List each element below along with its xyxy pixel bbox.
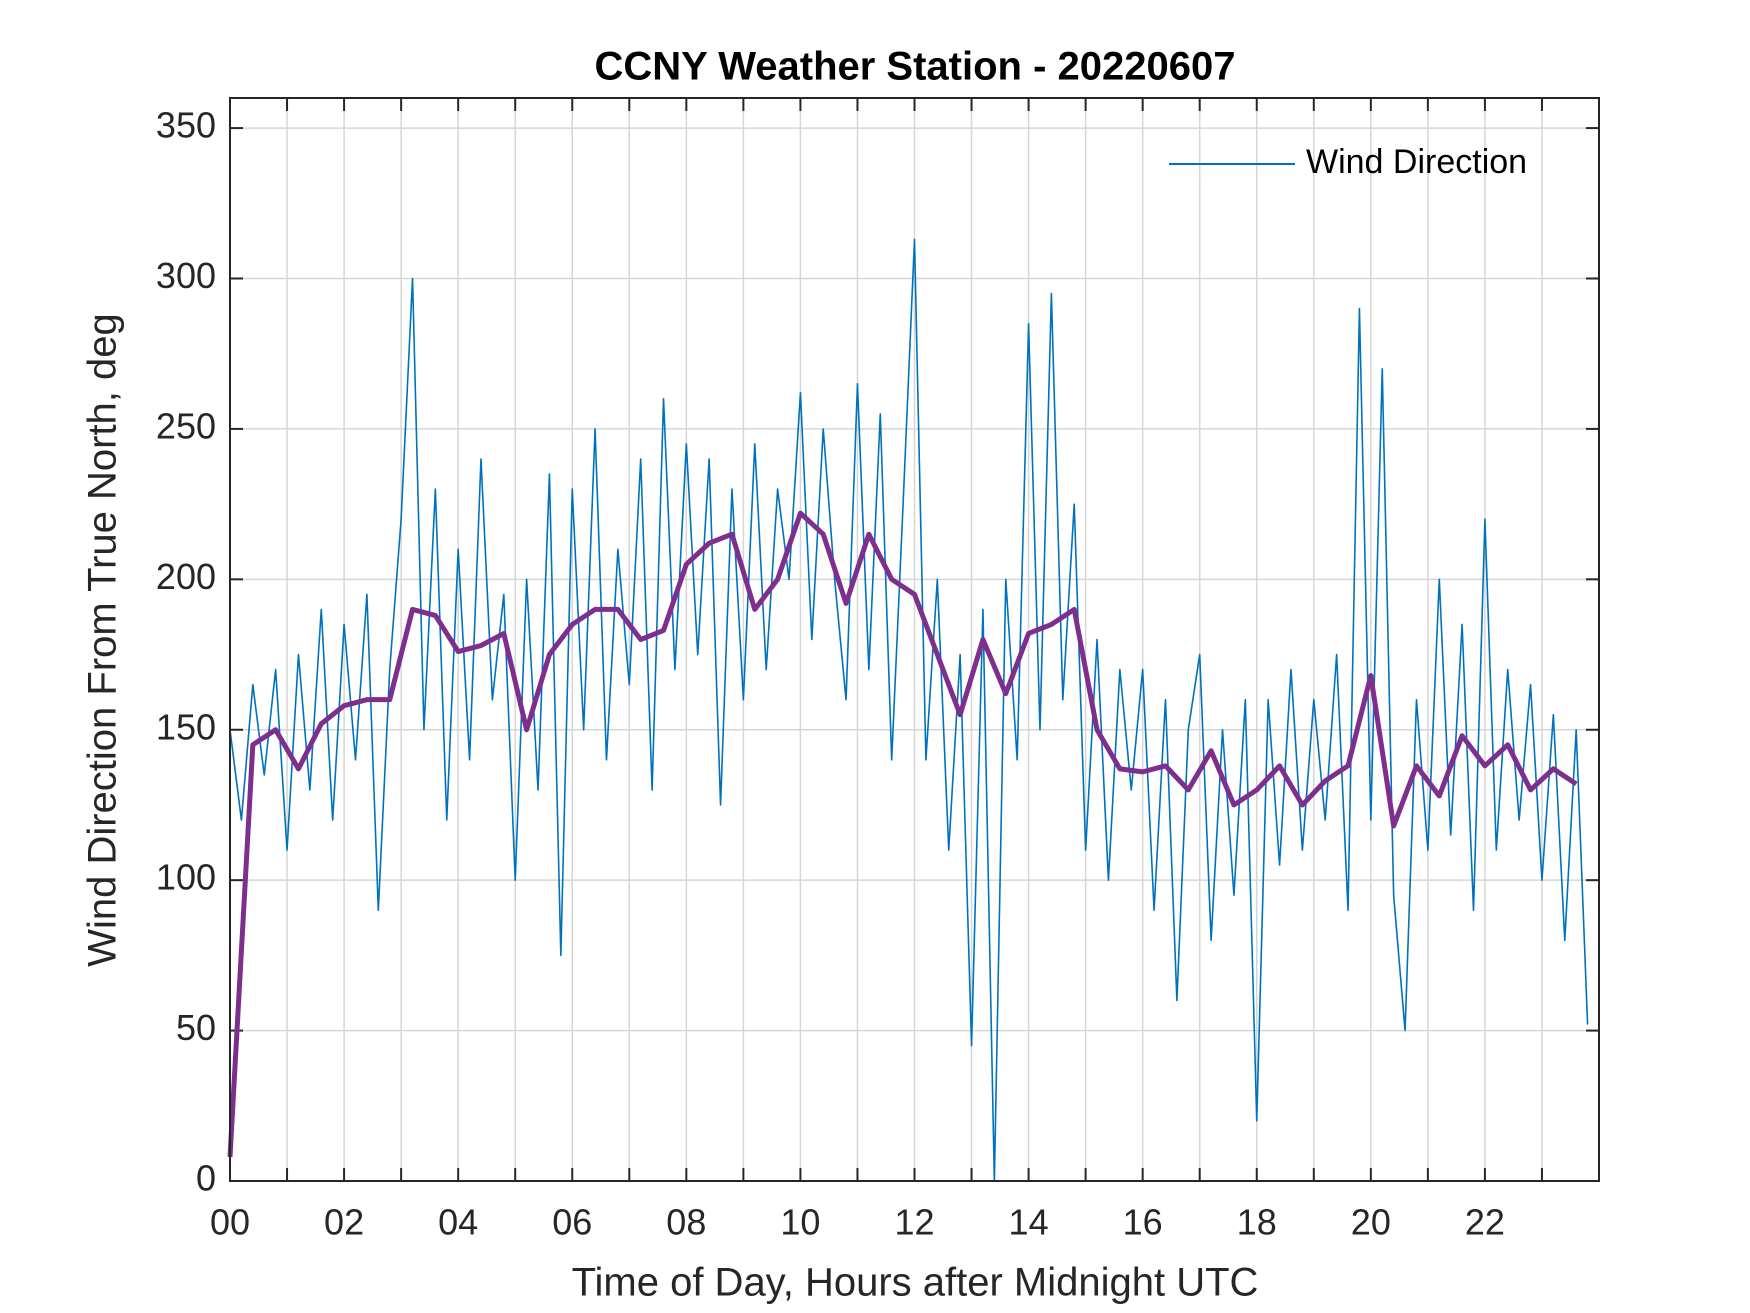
x-tick-label: 04	[438, 1202, 478, 1243]
chart-title: CCNY Weather Station - 20220607	[595, 45, 1236, 89]
legend-label: Wind Direction	[1306, 143, 1527, 181]
x-tick-label: 22	[1465, 1202, 1505, 1243]
x-tick-label: 14	[1009, 1202, 1049, 1243]
y-tick-label: 50	[176, 1007, 216, 1048]
y-tick-label: 150	[156, 706, 216, 747]
x-tick-label: 02	[324, 1202, 364, 1243]
x-tick-label: 06	[552, 1202, 592, 1243]
y-tick-label: 300	[156, 255, 216, 296]
y-tick-label: 350	[156, 105, 216, 146]
x-tick-label: 20	[1351, 1202, 1391, 1243]
x-tick-label: 18	[1237, 1202, 1277, 1243]
x-tick-label: 08	[666, 1202, 706, 1243]
x-tick-label: 16	[1123, 1202, 1163, 1243]
data-line	[229, 238, 1589, 1182]
plot-frame	[229, 97, 1600, 1182]
y-tick-label: 0	[196, 1158, 216, 1199]
x-tick-label: 10	[780, 1202, 820, 1243]
x-axis-label: Time of Day, Hours after Midnight UTC	[572, 1261, 1259, 1305]
x-tick-label: 00	[210, 1202, 250, 1243]
y-axis-label: Wind Direction From True North, deg	[81, 313, 125, 967]
x-tick-label: 12	[894, 1202, 934, 1243]
data-line	[227, 510, 1578, 1158]
y-tick-label: 250	[156, 405, 216, 446]
y-tick-label: 200	[156, 556, 216, 597]
y-tick-label: 100	[156, 857, 216, 898]
